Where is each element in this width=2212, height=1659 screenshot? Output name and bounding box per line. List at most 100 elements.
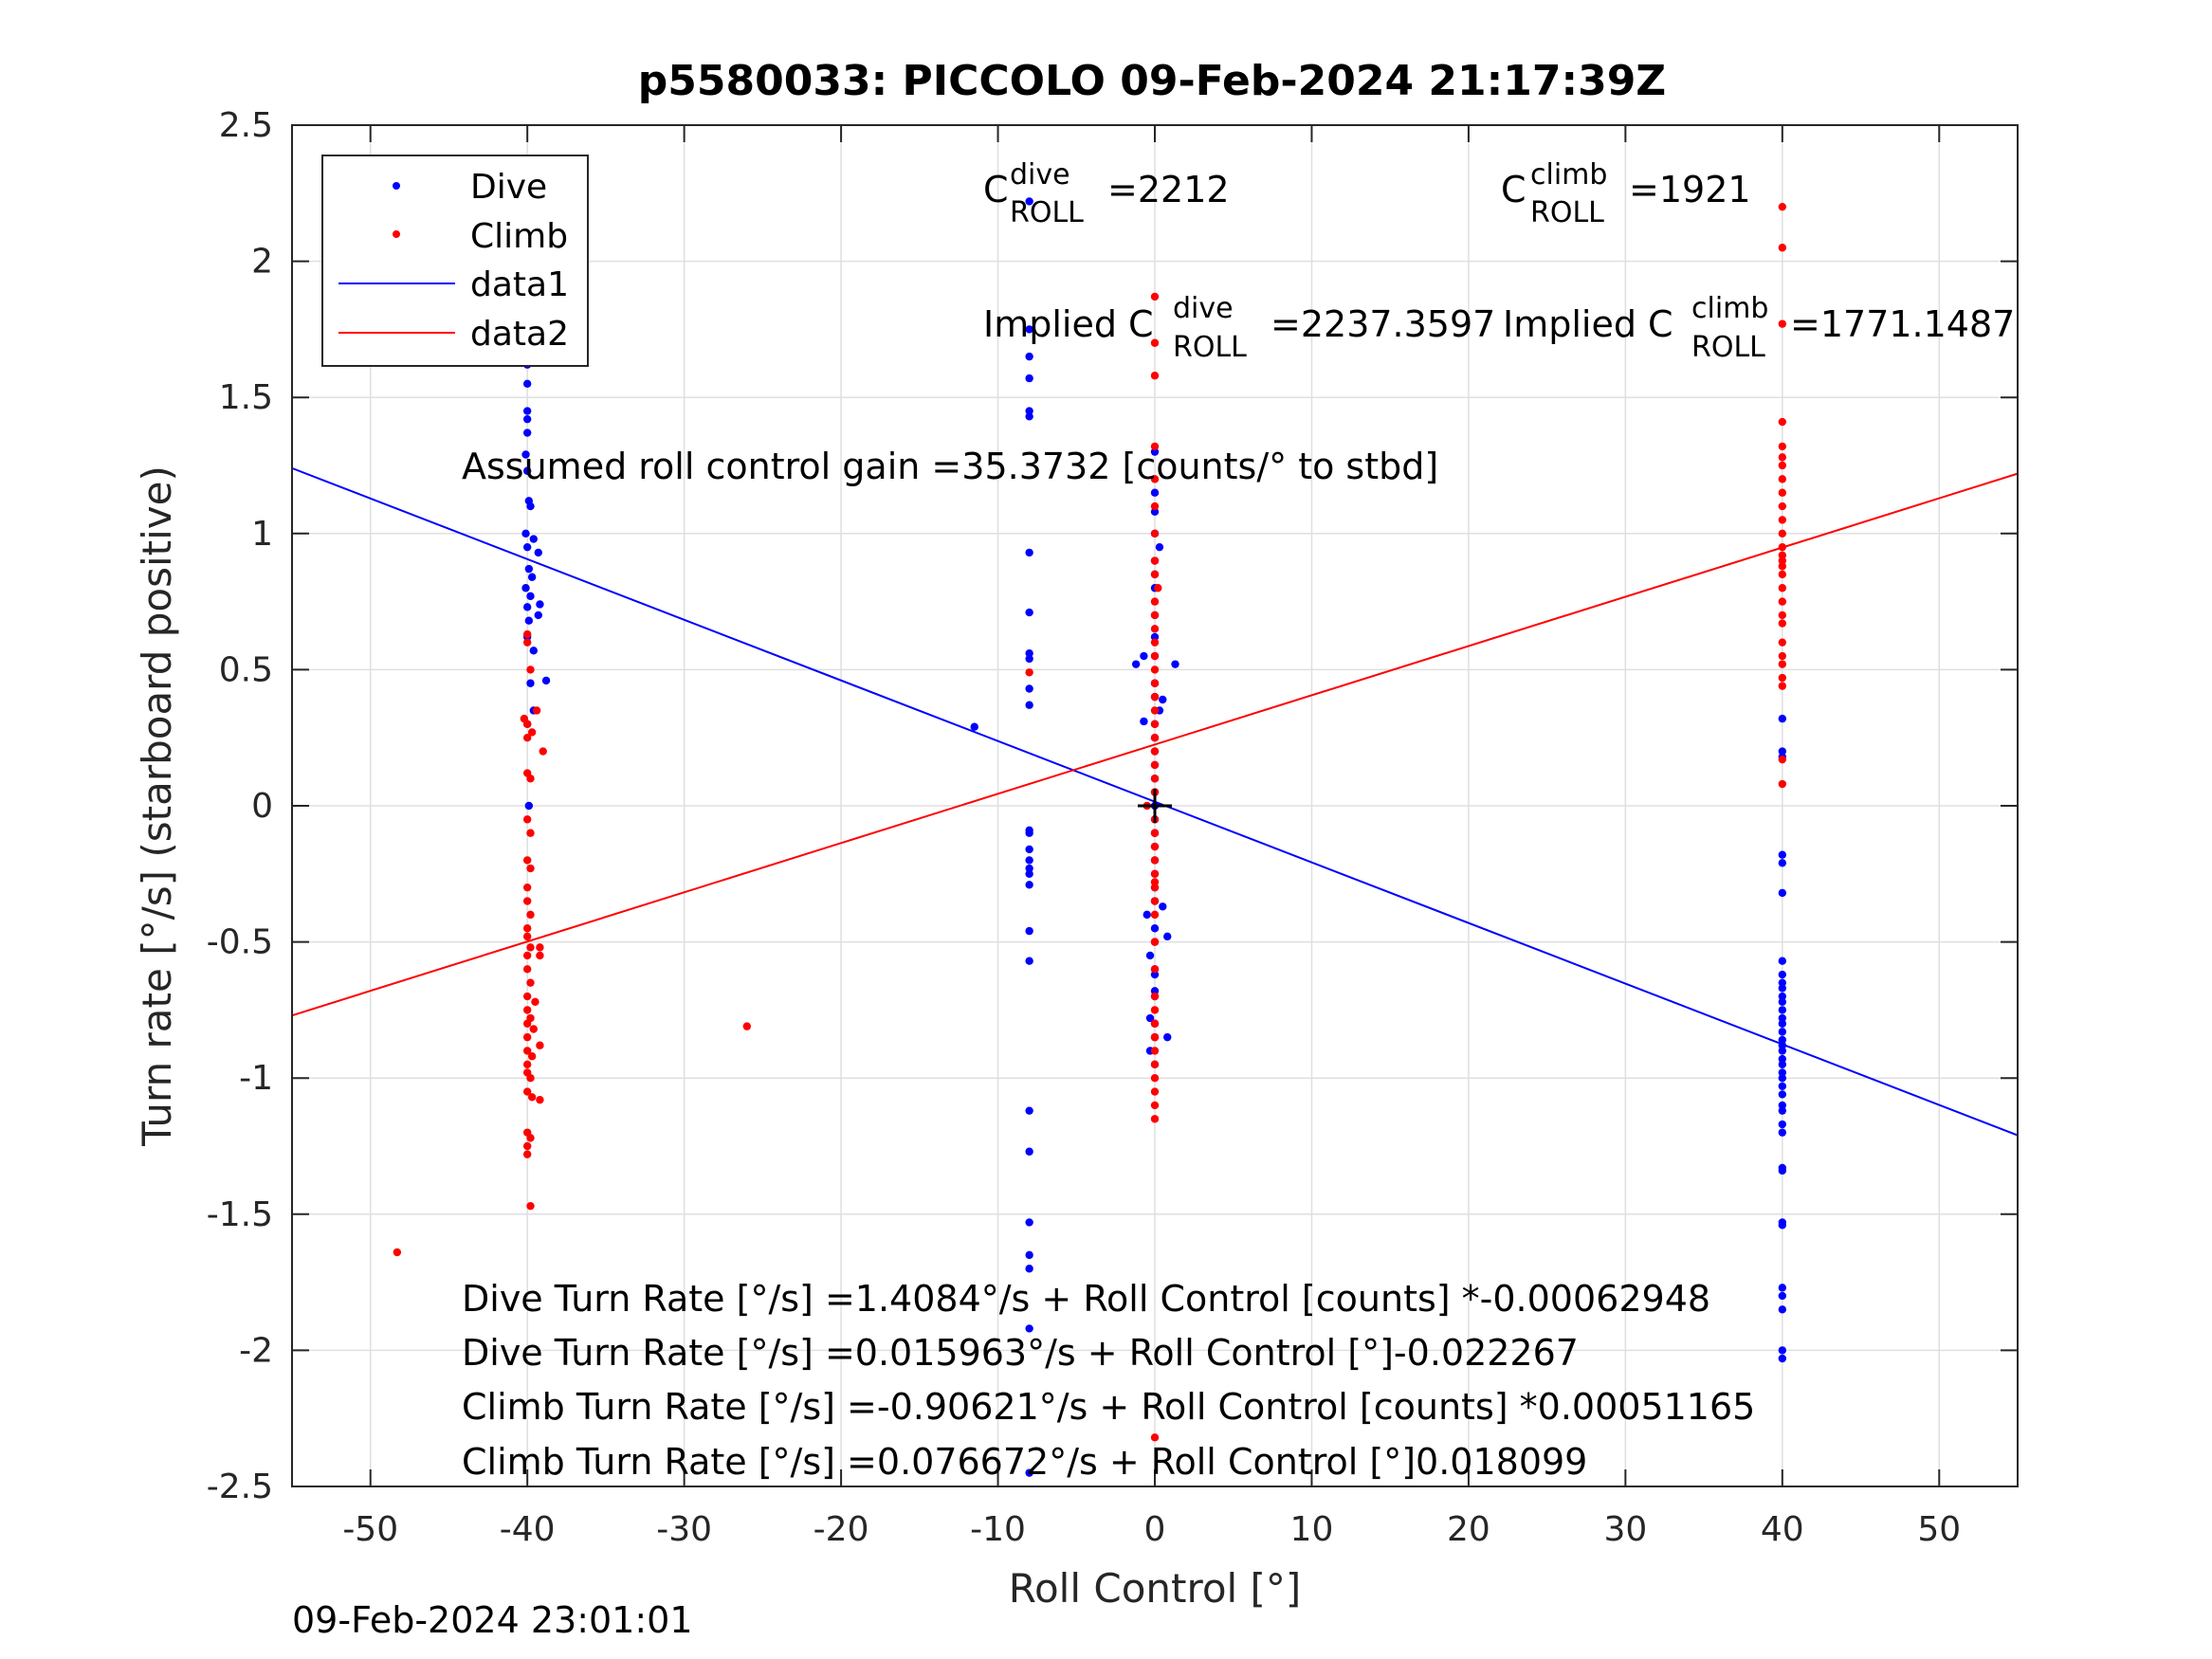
climb-point [1778, 638, 1787, 647]
climb-point [1150, 651, 1160, 661]
x-tick-label: -40 [500, 1510, 556, 1549]
legend-dive-marker [393, 182, 400, 190]
dive-point [524, 564, 534, 574]
dive-point [1163, 1032, 1172, 1042]
climb-point [526, 1201, 535, 1211]
dive-point [1025, 864, 1033, 873]
dive-point [1131, 660, 1141, 668]
climb-point [1025, 668, 1033, 677]
dive-point [1778, 984, 1787, 993]
c-roll-dive-value: =2212 [1107, 169, 1230, 210]
climb-point [1778, 551, 1787, 559]
dive-point [1025, 1265, 1033, 1273]
climb-point [1150, 442, 1160, 451]
climb-point [1150, 869, 1160, 878]
climb-point [1150, 706, 1160, 715]
climb-point [1778, 556, 1787, 565]
climb-point [1778, 660, 1787, 668]
climb-point [1150, 720, 1160, 729]
dive-point [1778, 1074, 1787, 1083]
dive-point [1025, 1468, 1033, 1477]
climb-point [1150, 638, 1160, 647]
dive-point [536, 600, 544, 609]
y-tick-label: -2.5 [207, 1468, 273, 1506]
x-tick-label: 20 [1447, 1510, 1490, 1549]
climb-point [522, 897, 532, 905]
dive-point [1025, 648, 1033, 658]
fit-dive-degrees: Dive Turn Rate [°/s] =0.015963°/s + Roll… [462, 1332, 1579, 1374]
climb-point [1778, 673, 1787, 683]
fit-dive-counts: Dive Turn Rate [°/s] =1.4084°/s + Roll C… [462, 1278, 1710, 1320]
dive-point [1778, 1101, 1787, 1110]
climb-point [1778, 516, 1787, 524]
dive-point [1025, 374, 1033, 383]
climb-point [1778, 570, 1787, 579]
implied-climb-prefix: Implied C [1503, 303, 1673, 345]
climb-points [393, 202, 1787, 1442]
dive-point [1025, 352, 1033, 361]
climb-point [1778, 501, 1787, 511]
dive-point [1150, 924, 1160, 933]
implied-climb-value: =1771.1487 [1790, 303, 2015, 345]
climb-point [1150, 734, 1160, 742]
dive-point [1778, 1047, 1787, 1055]
y-tick-label: -1.5 [207, 1195, 273, 1234]
climb-point [522, 629, 532, 639]
climb-point [1778, 682, 1787, 690]
dive-point [1025, 957, 1033, 965]
dive-point [1025, 926, 1033, 936]
climb-point [1150, 570, 1160, 579]
climb-point [1150, 556, 1160, 565]
c-roll-climb-value: =1921 [1629, 169, 1751, 210]
climb-point [526, 1074, 535, 1083]
dive-point [1025, 701, 1033, 709]
climb-point [1778, 542, 1787, 552]
dive-point [1150, 507, 1160, 517]
climb-point [1150, 897, 1160, 905]
dive-point [522, 428, 532, 437]
y-tick-label: 0 [251, 787, 273, 826]
climb-point [1150, 1087, 1160, 1096]
dive-point [1778, 997, 1787, 1006]
climb-point [536, 943, 544, 952]
climb-point [1778, 453, 1787, 462]
climb-point [1778, 779, 1787, 789]
climb-point [1778, 611, 1787, 620]
legend-dive: Dive [470, 168, 547, 207]
dive-point [534, 548, 542, 557]
dive-point [1778, 1106, 1787, 1115]
tick-marks [292, 124, 2018, 1487]
climb-point [1150, 992, 1160, 1001]
climb-point [526, 1134, 535, 1142]
dive-point [1163, 932, 1172, 941]
dive-point [529, 647, 538, 655]
x-tick-label: 10 [1290, 1510, 1334, 1549]
legend-data1: data1 [470, 265, 569, 304]
dive-point [1025, 684, 1033, 693]
climb-point [1150, 842, 1160, 851]
implied-dive-prefix: Implied C [983, 303, 1154, 345]
climb-point [522, 883, 532, 892]
dive-point [1025, 1324, 1033, 1333]
climb-point [522, 1060, 532, 1069]
climb-point [522, 1019, 532, 1028]
implied-dive-value: =2237.3597 [1271, 303, 1495, 345]
climb-point [527, 728, 537, 737]
dive-point [534, 611, 542, 620]
dive-point [1778, 1128, 1787, 1137]
origin-marker [1138, 789, 1172, 823]
dive-point [1778, 714, 1787, 723]
x-tick-label: 40 [1761, 1510, 1804, 1549]
dive-point [1778, 850, 1787, 859]
annotation-c-roll-dive: C dive ROLL =2212 [983, 158, 1230, 229]
dive-point [1143, 910, 1151, 920]
dive-point [1025, 1218, 1033, 1227]
climb-point [536, 951, 544, 960]
fit-line-data2 [291, 472, 2019, 1017]
legend-climb-marker [393, 230, 400, 238]
dive-point [1778, 1354, 1787, 1363]
dive-point [1778, 1019, 1787, 1028]
x-tick-label: -20 [814, 1510, 869, 1549]
climb-point [532, 706, 541, 715]
dive-point [1778, 1082, 1787, 1091]
